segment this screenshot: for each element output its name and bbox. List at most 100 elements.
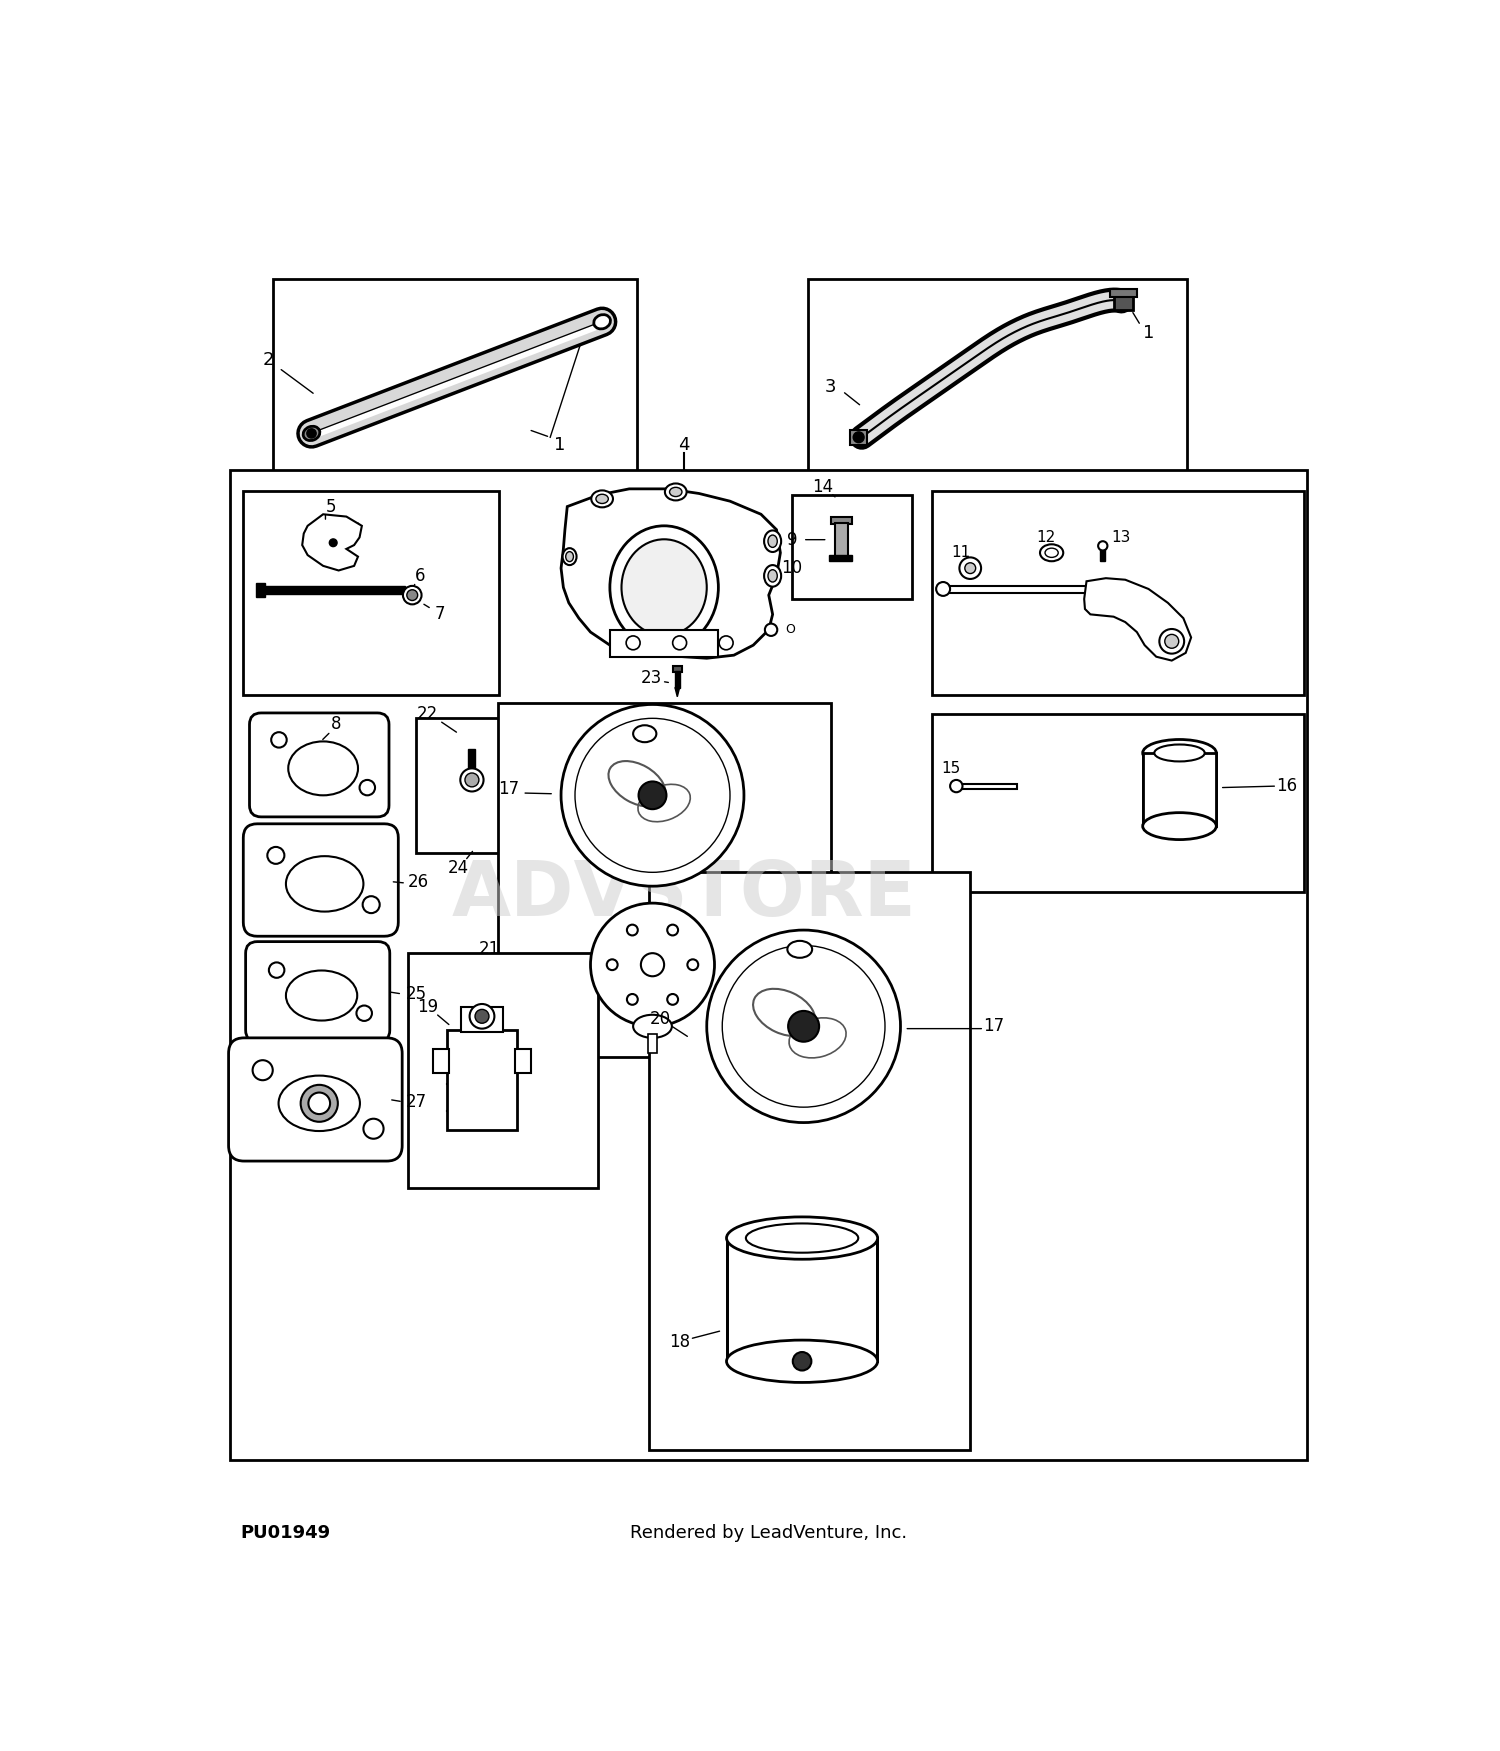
Text: ADVSTORE: ADVSTORE	[452, 858, 916, 933]
Circle shape	[853, 432, 864, 443]
Text: 25: 25	[405, 986, 426, 1003]
Circle shape	[936, 581, 950, 595]
Text: 26: 26	[408, 872, 429, 891]
Circle shape	[950, 779, 963, 791]
Polygon shape	[561, 489, 780, 658]
Ellipse shape	[1040, 545, 1064, 562]
Text: 22: 22	[417, 706, 438, 723]
Ellipse shape	[768, 536, 777, 548]
Ellipse shape	[768, 569, 777, 581]
Bar	[958, 784, 1017, 790]
Ellipse shape	[303, 425, 320, 441]
Circle shape	[639, 781, 666, 809]
Ellipse shape	[764, 531, 782, 552]
Bar	[433, 1049, 448, 1073]
Circle shape	[363, 897, 380, 912]
Ellipse shape	[594, 315, 610, 329]
Text: 3: 3	[825, 378, 837, 396]
Circle shape	[668, 995, 678, 1005]
Ellipse shape	[626, 636, 640, 650]
Circle shape	[723, 946, 885, 1107]
Circle shape	[1098, 541, 1107, 550]
Ellipse shape	[1143, 739, 1216, 767]
Bar	[932, 714, 1304, 891]
Text: 15: 15	[942, 762, 960, 776]
Ellipse shape	[764, 566, 782, 587]
Ellipse shape	[633, 1016, 672, 1038]
Circle shape	[1166, 634, 1179, 648]
Circle shape	[765, 623, 777, 636]
Circle shape	[360, 779, 375, 795]
Ellipse shape	[664, 483, 687, 501]
Ellipse shape	[288, 741, 358, 795]
Bar	[1113, 292, 1132, 310]
Ellipse shape	[726, 1340, 878, 1383]
Circle shape	[309, 1093, 330, 1114]
Ellipse shape	[746, 1224, 858, 1252]
Circle shape	[640, 953, 664, 977]
Ellipse shape	[286, 856, 363, 912]
Circle shape	[960, 557, 981, 580]
Circle shape	[608, 960, 618, 970]
Circle shape	[788, 1010, 819, 1042]
Text: 7: 7	[433, 606, 444, 623]
Bar	[850, 429, 867, 445]
Text: 16: 16	[1276, 777, 1298, 795]
Circle shape	[574, 718, 730, 872]
Circle shape	[404, 587, 422, 604]
Bar	[460, 1007, 503, 1031]
Bar	[610, 630, 718, 657]
Ellipse shape	[279, 1075, 360, 1131]
Text: 11: 11	[951, 545, 970, 560]
Ellipse shape	[621, 539, 706, 636]
Text: PU01949: PU01949	[240, 1523, 330, 1543]
Circle shape	[363, 1119, 384, 1138]
Text: 24: 24	[448, 860, 470, 877]
Bar	[830, 555, 852, 562]
Text: 17: 17	[982, 1017, 1004, 1035]
Circle shape	[964, 562, 975, 574]
Ellipse shape	[669, 487, 682, 497]
Bar	[1110, 289, 1137, 298]
Circle shape	[308, 429, 316, 438]
FancyBboxPatch shape	[249, 713, 388, 818]
Text: 19: 19	[417, 998, 438, 1016]
Circle shape	[465, 772, 478, 786]
Ellipse shape	[610, 525, 718, 650]
Bar	[648, 872, 970, 1450]
Circle shape	[252, 1059, 273, 1080]
Circle shape	[460, 769, 483, 791]
Ellipse shape	[562, 548, 576, 566]
Ellipse shape	[788, 940, 812, 958]
Text: O: O	[786, 623, 795, 636]
Ellipse shape	[1143, 812, 1216, 839]
Bar	[408, 953, 598, 1187]
Bar	[672, 665, 682, 672]
Text: 14: 14	[813, 478, 834, 496]
Text: 2: 2	[262, 352, 274, 369]
Circle shape	[561, 704, 744, 886]
Bar	[255, 583, 266, 597]
Text: 4: 4	[678, 436, 688, 454]
Text: 1: 1	[554, 436, 566, 454]
Text: 21: 21	[478, 940, 501, 958]
Text: 20: 20	[650, 1010, 670, 1028]
Bar	[1143, 753, 1216, 826]
Circle shape	[476, 1009, 489, 1023]
Ellipse shape	[633, 725, 657, 742]
Bar	[831, 517, 852, 524]
Bar	[273, 280, 638, 473]
Circle shape	[668, 925, 678, 935]
Text: 13: 13	[1112, 531, 1131, 545]
Ellipse shape	[726, 1217, 878, 1259]
Circle shape	[406, 590, 417, 601]
Text: 1: 1	[1143, 324, 1154, 341]
Text: 12: 12	[1036, 531, 1056, 545]
Bar	[836, 524, 848, 557]
Circle shape	[267, 847, 285, 863]
Bar	[792, 496, 912, 599]
Ellipse shape	[286, 970, 357, 1021]
Bar	[243, 492, 500, 695]
Circle shape	[470, 1003, 495, 1028]
Ellipse shape	[596, 494, 609, 504]
